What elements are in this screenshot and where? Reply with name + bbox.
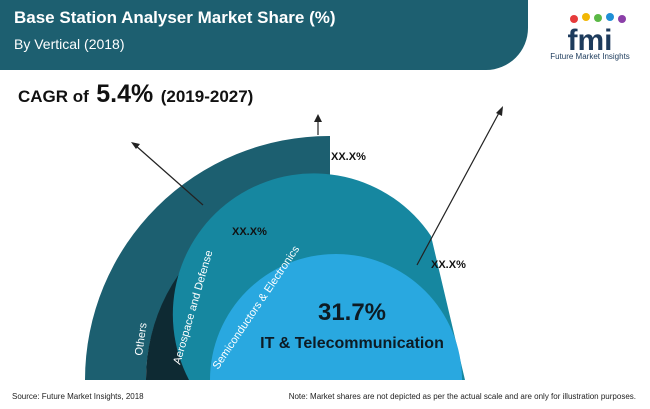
fmi-logo: fmi bbox=[568, 13, 626, 57]
page-title: Base Station Analyser Market Share (%) bbox=[14, 8, 336, 27]
logo-tagline: Future Market Insights bbox=[550, 52, 630, 61]
page-subtitle: By Vertical (2018) bbox=[14, 36, 125, 52]
logo-dot-4 bbox=[606, 13, 614, 21]
logo-mark: fmi bbox=[568, 24, 613, 57]
logo-dot-2 bbox=[582, 13, 590, 21]
source-text: Source: Future Market Insights, 2018 bbox=[12, 392, 144, 401]
arrow-line-semiconductors bbox=[416, 110, 501, 266]
it-telecom-value: 31.7% bbox=[318, 299, 386, 326]
cagr-period: (2019-2027) bbox=[160, 87, 254, 106]
cagr-callout: CAGR of 5.4% (2019-2027) bbox=[18, 80, 253, 109]
header-banner: Base Station Analyser Market Share (%) B… bbox=[0, 0, 528, 70]
arrow-head-top bbox=[314, 114, 322, 122]
arrow-head-others bbox=[131, 142, 140, 149]
label-others-value: XX.X% bbox=[331, 151, 366, 163]
cagr-value: 5.4% bbox=[96, 80, 154, 108]
note-text: Note: Market shares are not depicted as … bbox=[288, 392, 636, 401]
logo-dot-1 bbox=[570, 15, 578, 23]
arrow-head-semiconductors bbox=[496, 106, 503, 116]
segment-it-telecom bbox=[210, 254, 462, 380]
logo-dot-3 bbox=[594, 14, 602, 22]
label-aerospace-value: XX.X% bbox=[232, 226, 267, 238]
logo-dot-5 bbox=[618, 15, 626, 23]
it-telecom-label: IT & Telecommunication bbox=[260, 335, 444, 352]
cagr-label: CAGR of bbox=[18, 87, 89, 106]
label-semiconductors-value: XX.X% bbox=[431, 259, 466, 271]
arrow-line-others bbox=[134, 144, 204, 206]
segment-label-others: Others bbox=[133, 322, 150, 357]
